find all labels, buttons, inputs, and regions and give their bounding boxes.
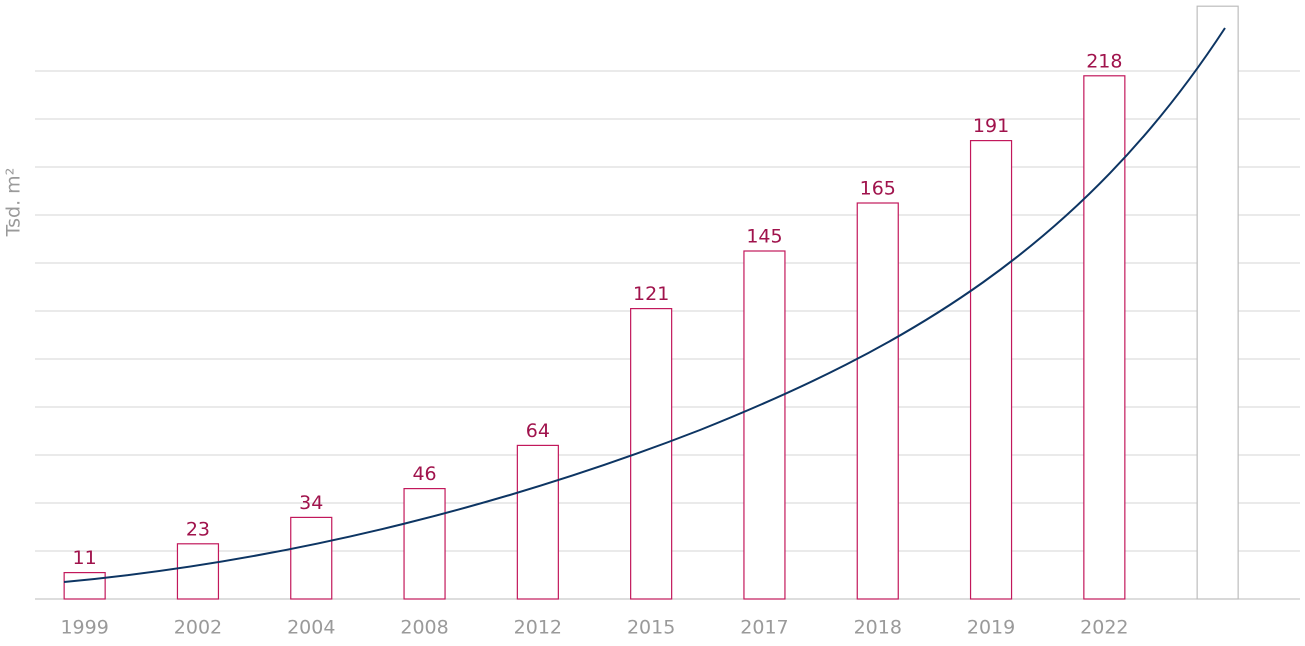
x-tick-label: 2015 [627, 617, 675, 639]
bar [516, 444, 559, 600]
x-tick-label: 2018 [854, 617, 902, 639]
x-tick-label: 2022 [1080, 617, 1128, 639]
value-label: 23 [186, 518, 210, 540]
x-tick-label: 2008 [400, 617, 448, 639]
x-tick-label: 2002 [174, 617, 222, 639]
bar [290, 516, 333, 600]
x-tick-label: 2004 [287, 617, 335, 639]
x-tick-label: 2012 [514, 617, 562, 639]
x-tick-label: 2019 [967, 617, 1015, 639]
trend-line [63, 27, 1226, 583]
bar [743, 250, 786, 600]
value-label: 191 [973, 115, 1009, 137]
value-label: 11 [73, 547, 97, 569]
value-label: 34 [299, 492, 323, 514]
value-label: 218 [1086, 50, 1122, 72]
value-label: 46 [412, 463, 436, 485]
bar [969, 140, 1013, 600]
x-tick-label: 2017 [740, 617, 788, 639]
bar [856, 202, 899, 600]
value-label: 145 [746, 226, 782, 248]
x-tick-label: 1999 [60, 617, 108, 639]
value-label: 165 [860, 178, 896, 200]
bar [63, 571, 106, 600]
bar [1083, 75, 1126, 600]
bar [1196, 5, 1239, 600]
y-axis-label: Tsd. m² [3, 168, 25, 238]
bar [176, 543, 220, 600]
value-label: 64 [526, 420, 550, 442]
value-label: 121 [633, 283, 669, 305]
bar [403, 488, 446, 600]
